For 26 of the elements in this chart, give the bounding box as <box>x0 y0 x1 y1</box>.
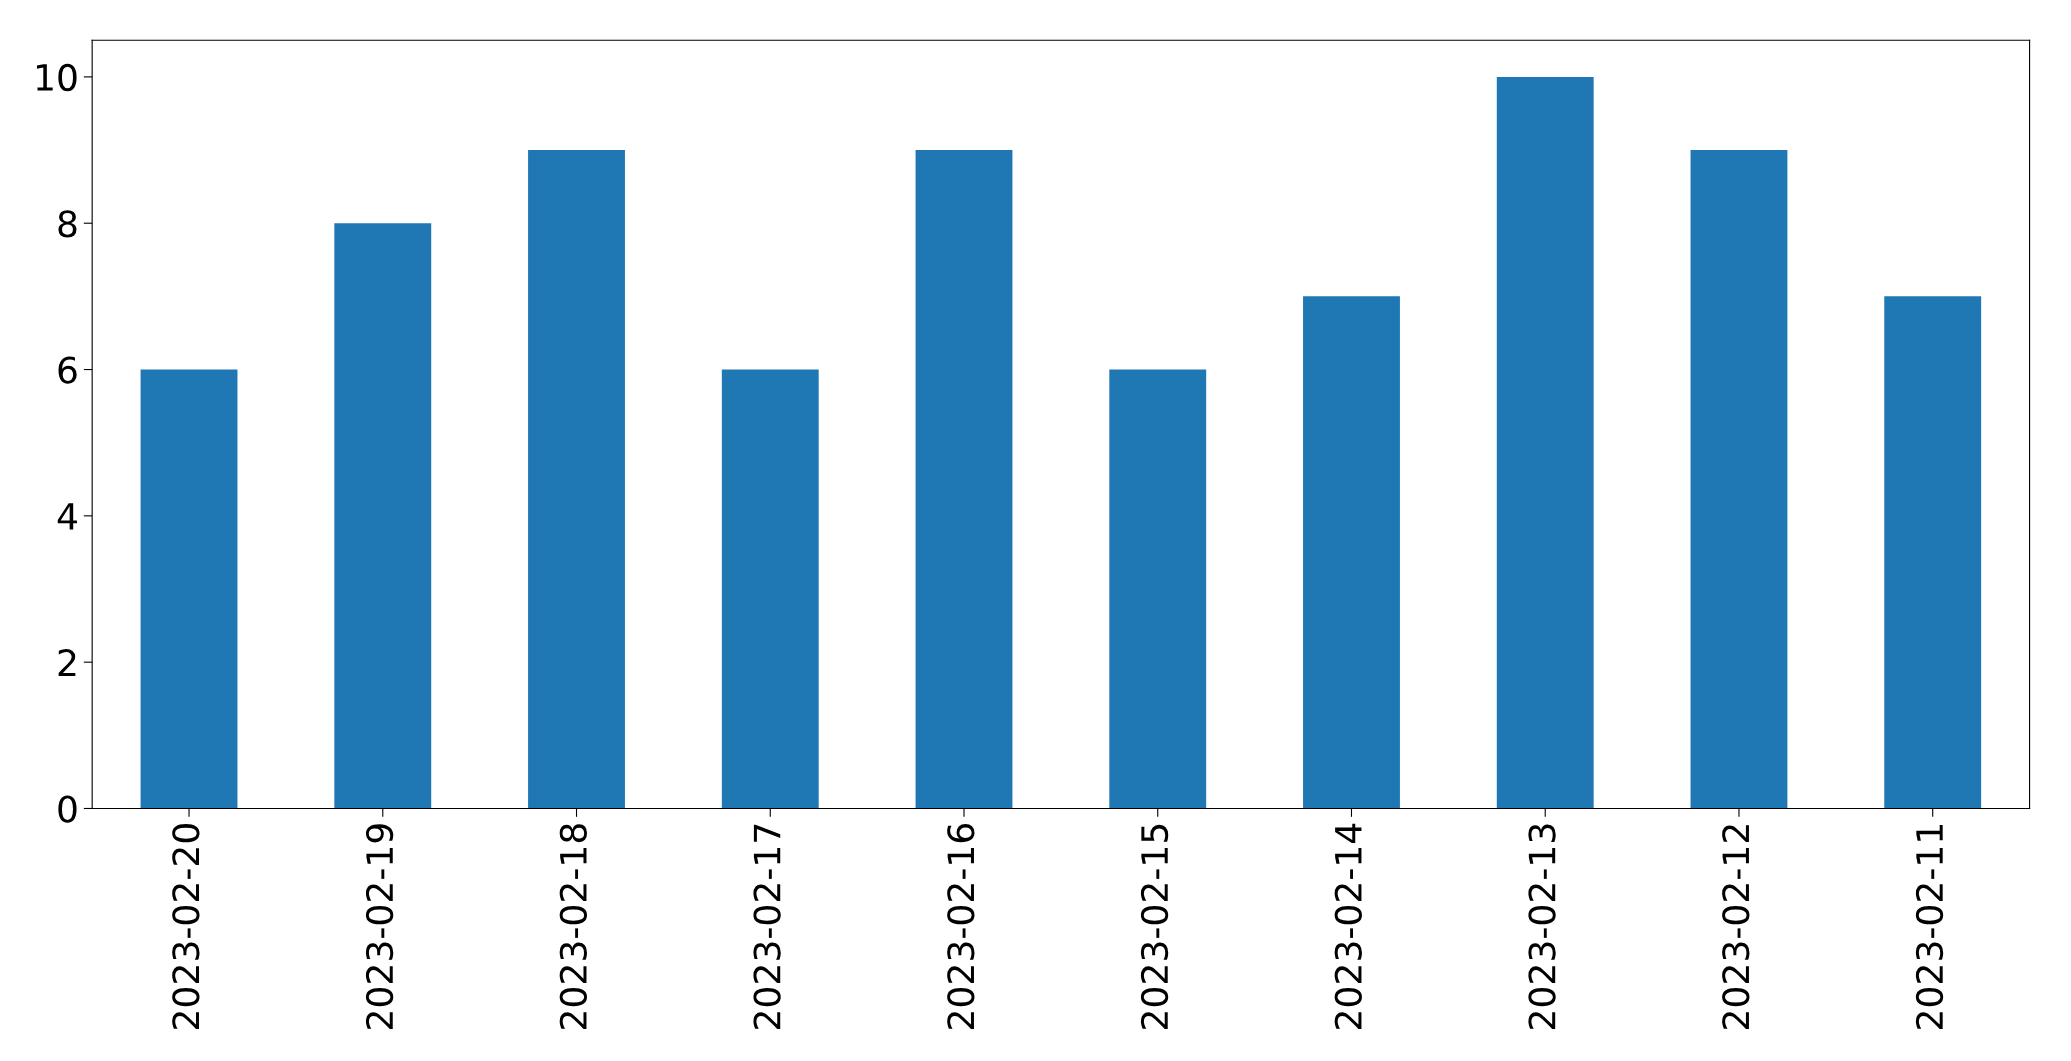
x-tick-label: 2023-02-11 <box>1915 825 1944 1029</box>
x-tick-label: 2023-02-15 <box>1140 824 1169 1029</box>
x-tick-label: 2023-02-18 <box>559 824 587 1029</box>
x-tick-label: 2023-02-20 <box>172 824 200 1029</box>
y-tick-label: 2 <box>58 649 76 676</box>
bar <box>1690 150 1788 809</box>
y-tick-label: 8 <box>58 210 77 238</box>
bar <box>721 369 819 809</box>
bar <box>334 223 432 809</box>
bar <box>1109 369 1207 809</box>
y-tick-label: 10 <box>36 63 77 92</box>
y-tick-label: 6 <box>58 356 77 384</box>
x-tick-label: 2023-02-17 <box>753 824 781 1029</box>
bar <box>528 150 625 809</box>
bar <box>140 369 238 809</box>
bar <box>1496 76 1594 809</box>
x-tick-label: 2023-02-14 <box>1334 823 1362 1029</box>
x-tick-label: 2023-02-19 <box>365 824 394 1029</box>
x-tick-label: 2023-02-13 <box>1528 824 1556 1029</box>
x-tick-label: 2023-02-12 <box>1722 825 1750 1029</box>
y-tick-label: 0 <box>58 795 77 823</box>
bar <box>915 150 1013 809</box>
bar <box>1303 296 1400 809</box>
y-tick-label: 4 <box>57 503 77 530</box>
x-tick-label: 2023-02-16 <box>947 823 975 1029</box>
bar <box>1884 296 1982 809</box>
